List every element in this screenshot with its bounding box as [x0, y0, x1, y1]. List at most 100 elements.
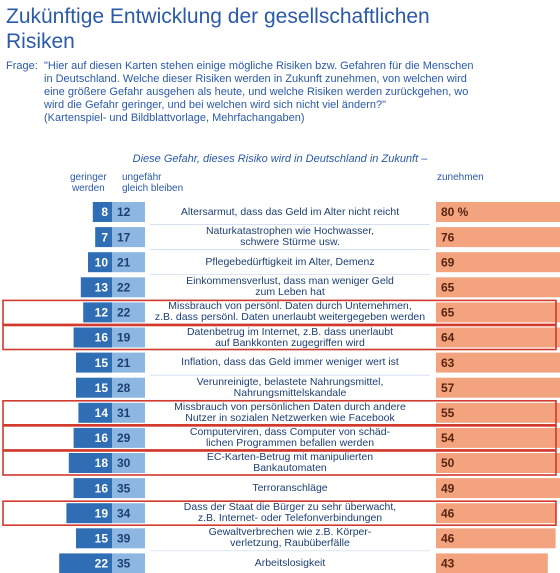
value-label: 31	[117, 406, 131, 420]
value-label: 7	[101, 230, 108, 244]
bar	[112, 528, 145, 549]
value-label: 64	[441, 331, 455, 345]
value-label: 35	[117, 557, 131, 571]
category-label: Verunreinigte, belastete Nahrungsmittel,…	[196, 375, 384, 399]
category-label: Arbeitslosigkeit	[254, 556, 326, 569]
value-label: 15	[95, 381, 109, 395]
highlight-frame	[2, 450, 557, 476]
bar	[436, 377, 560, 398]
value-label: 65	[441, 280, 455, 294]
bar	[112, 453, 145, 473]
value-label: 76	[441, 230, 455, 244]
value-label: 22	[95, 557, 109, 571]
value-label: 35	[117, 481, 131, 495]
legend-entry: geringer werden	[70, 172, 107, 194]
highlight-frame	[2, 399, 557, 426]
bar	[95, 227, 112, 248]
value-label: 80 %	[441, 205, 469, 219]
bar	[66, 503, 112, 524]
value-label: 50	[441, 456, 455, 470]
value-label: 10	[95, 255, 109, 269]
value-label: 43	[441, 557, 455, 571]
bar	[112, 402, 145, 423]
category-label: Dass der Staat die Bürger zu sehr überwa…	[183, 501, 397, 525]
value-label: 69	[441, 255, 455, 269]
bar	[436, 327, 560, 348]
bar	[76, 528, 112, 549]
value-label: 54	[441, 431, 455, 445]
value-label: 19	[117, 331, 131, 345]
bar	[436, 503, 556, 524]
value-label: 39	[117, 531, 131, 545]
value-label: 46	[441, 506, 455, 520]
value-label: 8	[101, 205, 108, 219]
value-label: 28	[117, 381, 131, 395]
bar	[436, 453, 560, 473]
chart-title: Zukünftige Entwicklung der gesellschaftl…	[6, 5, 430, 53]
bar	[73, 327, 112, 348]
value-label: 15	[95, 356, 109, 370]
value-label: 16	[95, 481, 109, 495]
highlight-frame	[2, 500, 557, 527]
value-label: 19	[95, 506, 109, 520]
category-label: Naturkatastrophen wie Hochwasser, schwer…	[205, 225, 375, 249]
category-label: Terroranschläge	[252, 481, 328, 494]
bar	[112, 327, 145, 348]
bar	[88, 252, 112, 273]
category-label: Altersarmut, dass das Geld im Alter nich…	[180, 205, 400, 218]
value-label: 15	[95, 531, 109, 545]
value-label: 21	[117, 356, 131, 370]
bar	[112, 503, 145, 524]
category-label: Missbrauch von persönlichen Daten durch …	[174, 400, 406, 424]
legend-entry: zunehmen	[437, 172, 484, 183]
value-label: 22	[117, 306, 131, 320]
bar	[112, 377, 145, 398]
value-label: 30	[117, 456, 131, 470]
bar	[68, 453, 112, 473]
value-label: 46	[441, 531, 455, 545]
bar	[112, 252, 145, 273]
value-label: 18	[95, 456, 109, 470]
bar	[112, 202, 145, 222]
value-label: 49	[441, 481, 455, 495]
question-label: Frage:	[6, 60, 38, 72]
bar	[436, 302, 560, 323]
category-label: Pflegebedürftigkeit im Alter, Demenz	[205, 255, 375, 268]
bar	[112, 277, 145, 298]
category-label: EC-Karten-Betrug mit manipulierten Banka…	[206, 451, 374, 474]
category-label: Inflation, dass das Geld immer weniger w…	[181, 356, 399, 369]
bar	[112, 302, 145, 323]
value-label: 12	[117, 205, 131, 219]
highlight-frame	[2, 425, 557, 451]
bar	[112, 427, 145, 448]
bar	[436, 528, 556, 549]
bar	[78, 402, 112, 423]
category-label: Missbrauch von persönl. Daten durch Unte…	[154, 300, 426, 324]
legend-entry: ungefähr gleich bleiben	[122, 172, 184, 194]
bar	[436, 478, 560, 499]
bar	[112, 227, 145, 248]
value-label: 34	[117, 506, 131, 520]
bar	[436, 277, 560, 298]
value-label: 21	[117, 255, 131, 269]
bar	[112, 553, 145, 573]
value-label: 13	[95, 280, 109, 294]
value-label: 22	[117, 280, 131, 294]
bar	[436, 427, 560, 448]
category-label: Computerviren, dass Computer von schäd- …	[189, 425, 391, 449]
value-label: 17	[117, 230, 131, 244]
value-label: 14	[95, 406, 109, 420]
value-label: 65	[441, 306, 455, 320]
bar	[73, 427, 112, 448]
bar	[436, 252, 560, 273]
bar	[436, 202, 560, 222]
value-label: 16	[95, 331, 109, 345]
question: "Hier auf diesen Karten stehen einige mö…	[44, 60, 474, 124]
value-label: 63	[441, 356, 455, 370]
value-label: 16	[95, 431, 109, 445]
bar	[76, 377, 112, 398]
bar	[83, 302, 112, 323]
bar	[436, 402, 560, 423]
